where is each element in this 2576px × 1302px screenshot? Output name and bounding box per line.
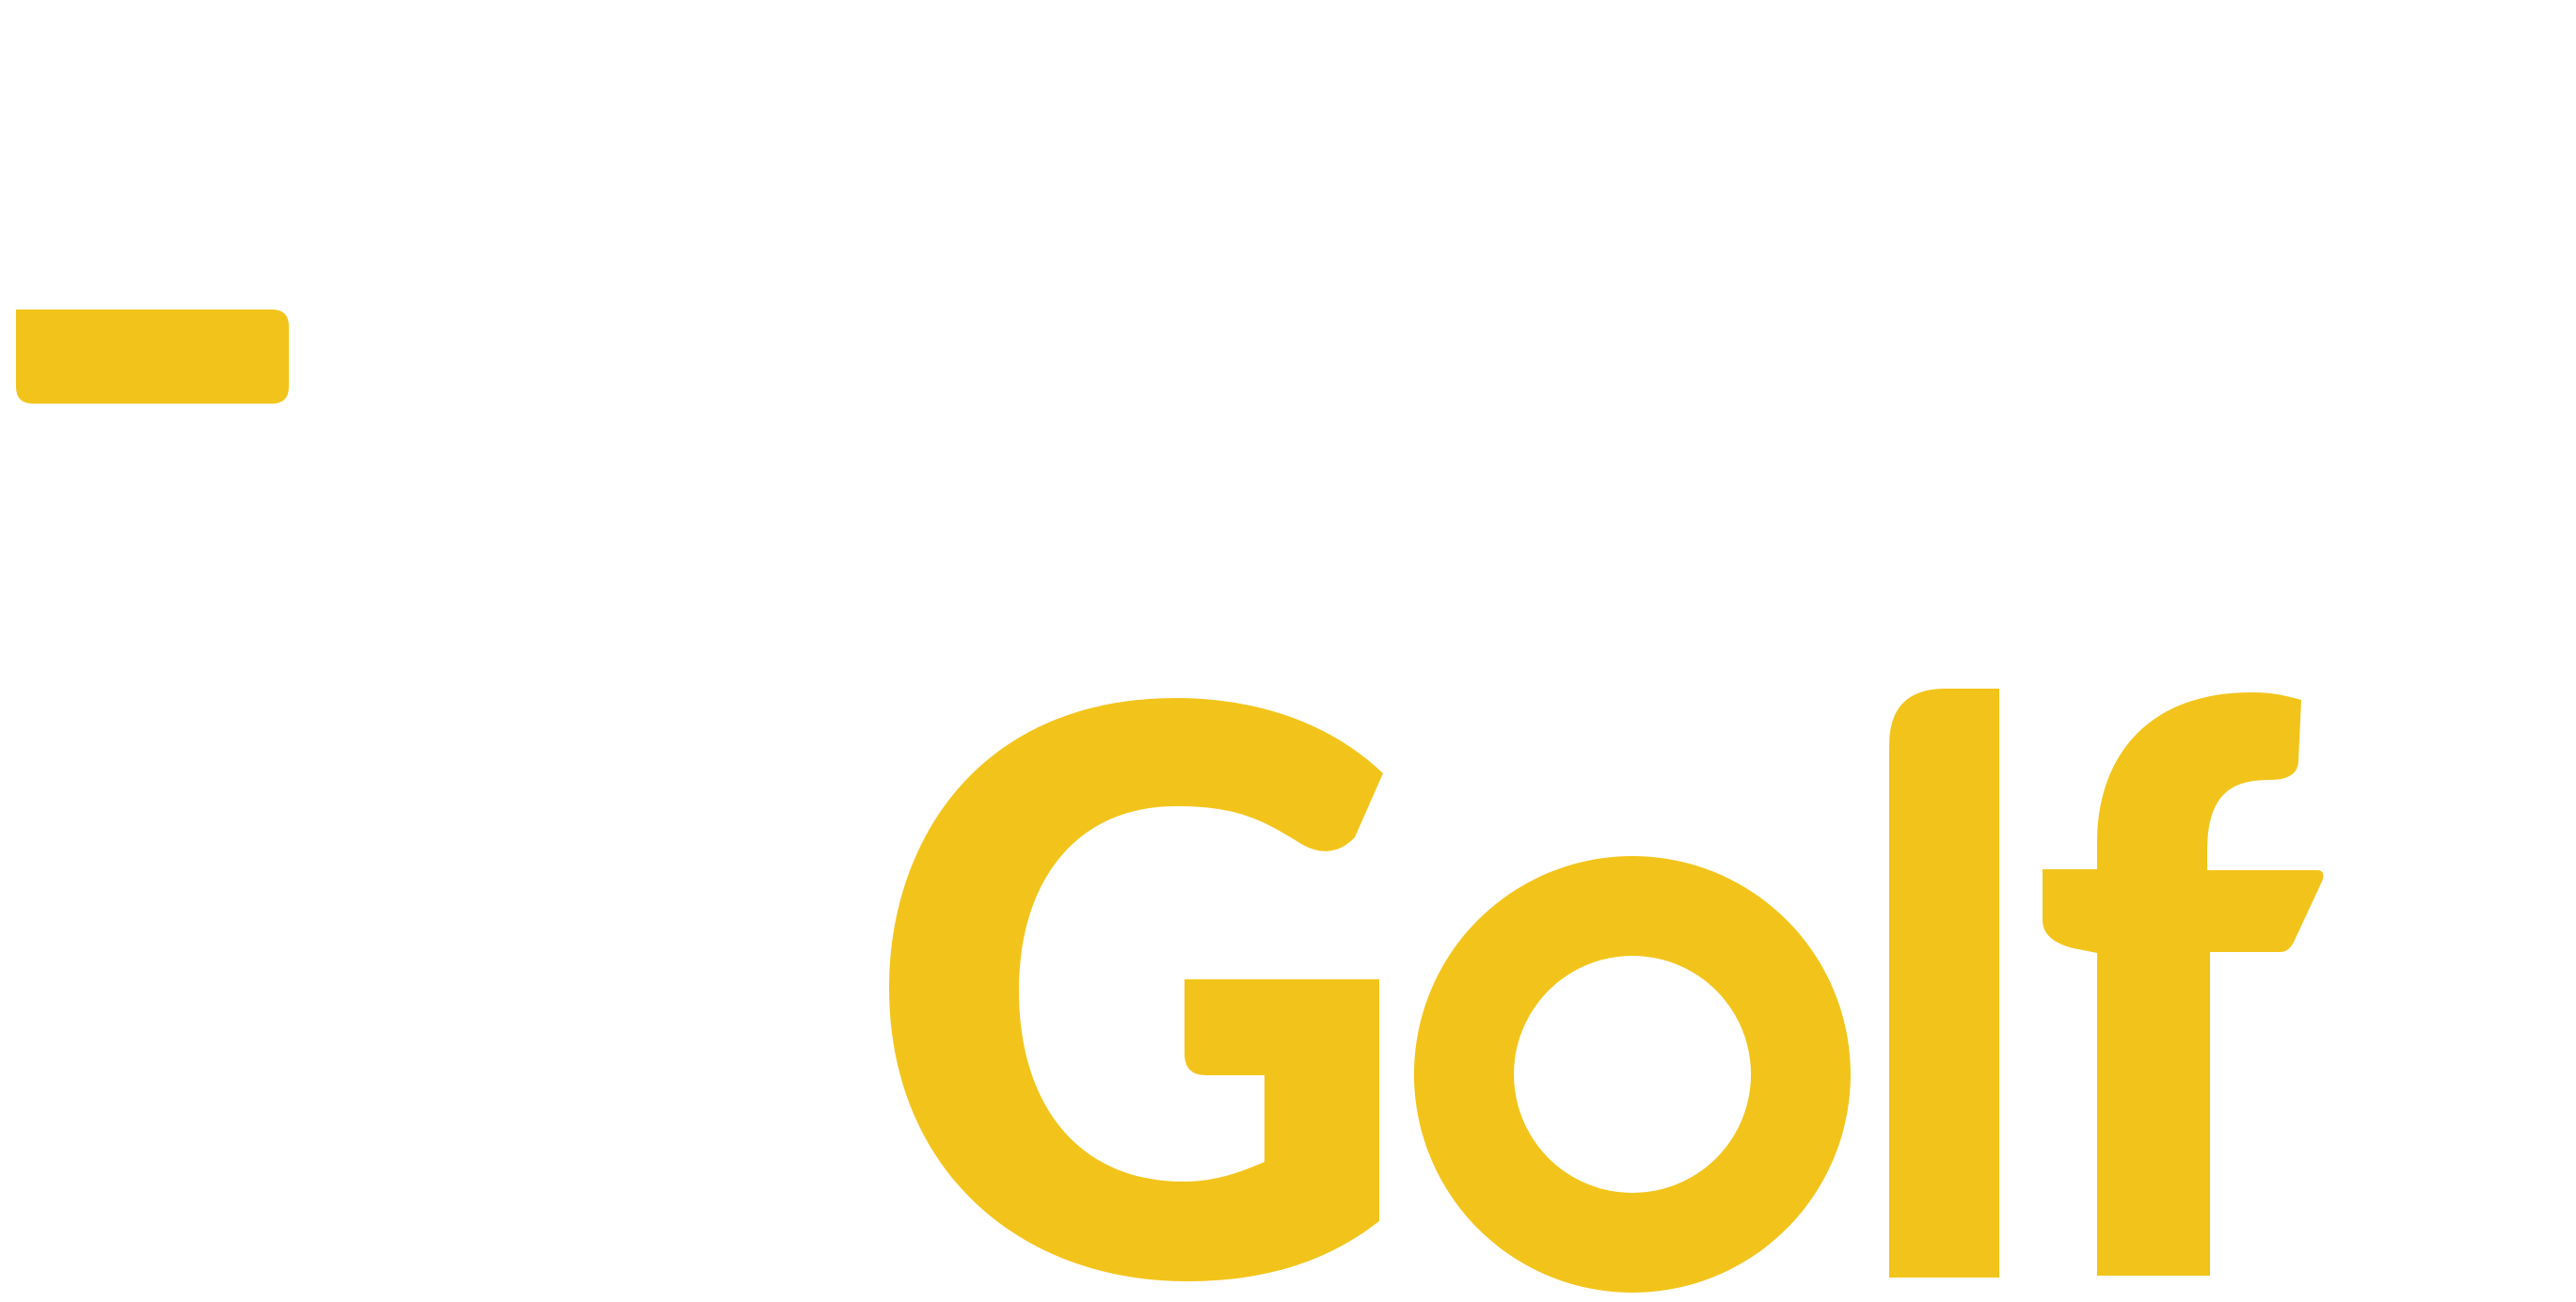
letter-f	[2043, 692, 2324, 1276]
letter-o	[1413, 856, 1851, 1293]
letter-l	[1889, 689, 1999, 1278]
dash-bar-icon	[16, 310, 289, 404]
letter-G	[889, 698, 1383, 1281]
